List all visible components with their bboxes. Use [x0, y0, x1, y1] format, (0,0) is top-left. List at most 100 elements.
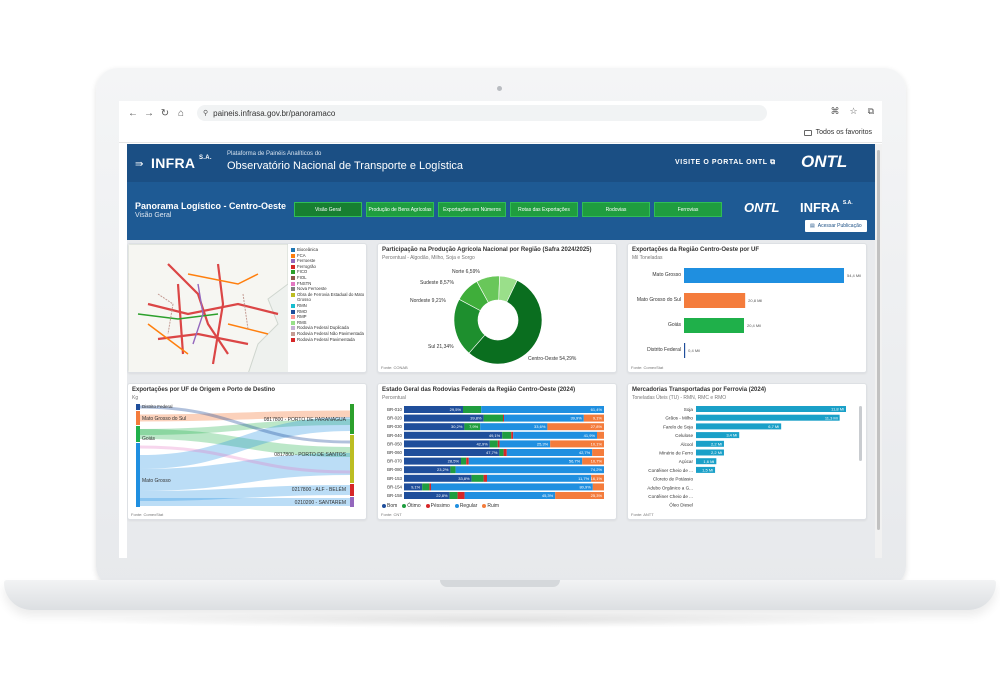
all-bookmarks[interactable]: Todos os favoritos — [803, 129, 872, 136]
rail-category-label: Celulose — [675, 433, 693, 438]
rail-category-label: Minério de Ferro — [659, 451, 693, 456]
roads-bar-segment — [511, 431, 514, 439]
tab-visao-geral[interactable]: Visão Geral — [294, 202, 362, 217]
map-legend-label: Rodovia Federal Não Pavimentada — [297, 330, 364, 336]
publish-button[interactable]: ▤ Acessar Publicação — [805, 220, 867, 232]
rail-bar-chart[interactable]: Soja 11,8 Mi Grãos - Milho 11,3 Mi Farelo de… — [628, 404, 858, 514]
roads-value-label: 39,8% — [470, 416, 482, 421]
roads-legend-item[interactable]: Ruim — [482, 503, 499, 509]
roads-value-label: 61,4% — [591, 407, 603, 412]
rail-value-label: 2,2 Mi — [711, 441, 722, 446]
reload-icon[interactable]: ↻ — [160, 107, 170, 119]
extensions-icon[interactable]: ⧉ — [867, 106, 874, 116]
map-legend-item[interactable]: Rodovia Federal Duplicada — [291, 325, 366, 331]
roads-value-label: 7,9% — [469, 424, 479, 429]
map-legend-item[interactable]: Ferroeste — [291, 258, 366, 264]
ontl-logo-band: ONTL — [744, 200, 780, 215]
url-text[interactable]: paineis.infrasa.gov.br/panoramaco — [213, 108, 336, 118]
tab-rodovias[interactable]: Rodovias — [582, 202, 650, 217]
map-legend-swatch — [291, 253, 295, 258]
map-legend-item[interactable]: Bioceânica — [291, 247, 366, 253]
roads-bar-segment — [502, 431, 512, 439]
roads-legend-item[interactable]: Regular — [454, 503, 477, 509]
roads-value-label: 28,5% — [448, 459, 460, 464]
map-legend-label: RMS — [297, 319, 307, 325]
rail-category-label: Contêiner Cheio de ... — [648, 494, 693, 499]
tab-producao[interactable]: Produção de Bens Agrícolas — [366, 202, 434, 217]
roads-legend-dot — [402, 504, 407, 508]
roads-bar-segment — [449, 492, 458, 499]
map-legend-item[interactable]: FICO — [291, 269, 366, 275]
roads-bar-segment — [483, 414, 503, 422]
page-title: Panorama Logístico - Centro-Oeste — [135, 201, 287, 211]
roads-bar-segment — [429, 483, 431, 491]
map-legend-swatch — [291, 259, 295, 264]
roads-legend-item[interactable]: Bom — [382, 503, 397, 509]
map-legend-item[interactable]: Ferrogrão — [291, 264, 366, 270]
forward-icon[interactable]: → — [144, 107, 154, 119]
map-legend-item[interactable]: Nova Ferroeste — [291, 286, 366, 292]
visit-portal-link[interactable]: VISITE O PORTAL ONTL ⧉ — [675, 159, 776, 167]
map-legend-item[interactable]: RMO — [291, 309, 366, 315]
tab-rotas[interactable]: Rotas das Exportações — [510, 202, 578, 217]
menu-icon[interactable]: ⇛ — [135, 159, 144, 170]
sankey-chart[interactable] — [128, 402, 367, 512]
bookmark-star-icon[interactable]: ☆ — [849, 106, 858, 116]
rail-road-map[interactable] — [128, 244, 288, 373]
roads-category-label: BR-080 — [387, 467, 402, 472]
roads-bar-segment — [583, 414, 604, 422]
roads-bar-segment — [591, 474, 604, 482]
rail-value-label: 6,7 Mi — [768, 424, 779, 429]
map-legend-item[interactable]: Rodovia Federal Não Pavimentada — [291, 330, 366, 337]
map-legend-swatch — [291, 281, 295, 286]
uf-exports-subtitle: Mil Toneladas — [632, 255, 663, 261]
map-legend-item[interactable]: RMS — [291, 319, 366, 326]
roads-bar-segment — [404, 431, 503, 439]
roads-value-label: 45,3% — [542, 493, 554, 498]
uf-bar — [684, 318, 744, 333]
map-legend-item[interactable]: RMP — [291, 314, 366, 320]
roads-title: Estado Geral das Rodovias Federais da Re… — [382, 387, 576, 393]
pie-chart[interactable]: Centro-Oeste 54,29% Sul 21,34% Nordeste 9,… — [378, 262, 617, 370]
ontl-logo[interactable]: ONTL — [801, 152, 848, 171]
rail-bar — [696, 406, 846, 412]
translate-icon[interactable]: ⌘ — [830, 106, 840, 116]
platform-label: Plataforma de Painéis Analíticos do — [227, 151, 322, 157]
map-legend-item[interactable]: FCA — [291, 253, 366, 259]
map-legend-item[interactable]: Rodovia Federal Pavimentada — [291, 337, 366, 343]
page-subtitle: Visão Geral — [135, 212, 172, 219]
uf-bar-chart[interactable]: Mato Grosso 54,4 Mil Mato Grosso do Sul 20,… — [628, 260, 867, 368]
bookmarks-bar: Todos os favoritos — [119, 125, 882, 143]
uf-exports-source: Fonte: ComexStat — [631, 365, 664, 370]
roads-value-label: 9,1% — [593, 416, 603, 421]
back-icon[interactable]: ← — [128, 107, 138, 119]
page-scrollbar-thumb[interactable] — [877, 150, 880, 530]
pie-card: Participação na Produção Agrícola Nacion… — [377, 243, 617, 373]
rail-scrollbar[interactable] — [859, 406, 862, 461]
roads-bar-segment — [455, 466, 604, 474]
infra-logo[interactable]: INFRA S.A. — [151, 155, 212, 171]
roads-bar-segment — [404, 414, 484, 422]
all-bookmarks-label[interactable]: Todos os favoritos — [815, 129, 872, 136]
tab-ferrovias[interactable]: Ferrovias — [654, 202, 722, 217]
map-legend-item[interactable]: Obra de Ferrovia Estadual do Mato Grosso — [291, 292, 366, 303]
map-legend-label: Bioceânica — [297, 247, 319, 252]
rail-value-label: 1,5 Mi — [702, 468, 713, 473]
roads-value-label: 47,7% — [486, 450, 498, 455]
infra-logo-text: INFRA — [151, 155, 195, 171]
roads-legend-label: Ruim — [487, 503, 499, 509]
map-legend-item[interactable]: RMN — [291, 303, 366, 309]
roads-legend-item[interactable]: Ótimo — [402, 503, 421, 509]
roads-value-label: 29,5% — [450, 407, 462, 412]
roads-legend-item[interactable]: Péssimo — [425, 503, 450, 509]
map-legend-item[interactable]: FNSTN — [291, 281, 366, 287]
roads-stacked-chart[interactable]: BR-010 29,5% 61,4% BR-020 39,8% 39,9% 9,1% BR-0… — [378, 404, 617, 508]
page-scrollbar[interactable] — [875, 144, 882, 558]
address-bar[interactable]: ⚲ paineis.infrasa.gov.br/panoramaco — [197, 105, 767, 121]
home-icon[interactable]: ⌂ — [177, 107, 185, 119]
tab-exportacoes[interactable]: Exportações em Números — [438, 202, 506, 217]
roads-bar-segment — [404, 423, 465, 431]
uf-bar — [684, 268, 844, 283]
map-legend-item[interactable]: FIOL — [291, 275, 366, 281]
site-info-icon[interactable]: ⚲ — [203, 110, 209, 117]
